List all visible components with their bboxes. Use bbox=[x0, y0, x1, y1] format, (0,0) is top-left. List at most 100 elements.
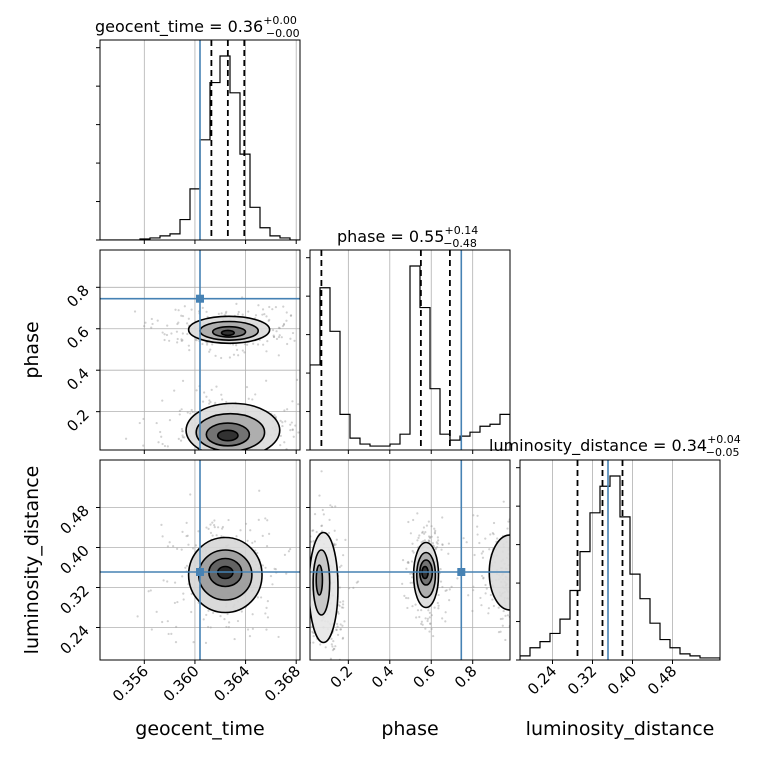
sample-dot bbox=[427, 520, 430, 523]
sample-dot bbox=[266, 519, 269, 522]
sample-dot bbox=[279, 443, 282, 447]
sample-dot bbox=[190, 592, 193, 596]
sample-dot bbox=[243, 351, 246, 354]
sample-dot bbox=[347, 587, 351, 590]
sample-dot bbox=[313, 442, 315, 444]
panel-border bbox=[309, 459, 511, 661]
sample-dot bbox=[215, 385, 218, 388]
sample-dot bbox=[174, 641, 178, 644]
sample-dot bbox=[506, 527, 509, 530]
sample-dot bbox=[213, 526, 216, 529]
sample-dot bbox=[258, 468, 260, 470]
sample-dot bbox=[530, 570, 532, 572]
sample-dot bbox=[208, 399, 211, 402]
sample-dot bbox=[412, 551, 415, 554]
sample-dot bbox=[421, 623, 424, 626]
sample-dot bbox=[437, 607, 440, 610]
sample-dot bbox=[291, 428, 294, 432]
sample-dot bbox=[516, 584, 518, 586]
sample-dot bbox=[293, 339, 296, 342]
sample-dot bbox=[181, 379, 185, 382]
xlabel-luminosity-distance: luminosity_distance bbox=[526, 718, 715, 740]
sample-dot bbox=[268, 305, 271, 309]
sample-dot bbox=[186, 411, 189, 414]
sample-dot bbox=[332, 542, 336, 545]
sample-dot bbox=[313, 513, 317, 516]
sample-dot bbox=[261, 564, 264, 567]
sample-dot bbox=[315, 530, 318, 534]
sample-dot bbox=[529, 538, 531, 540]
sample-dot bbox=[232, 353, 236, 356]
sample-dot bbox=[187, 543, 190, 546]
sample-dot bbox=[215, 472, 217, 474]
sample-dot bbox=[521, 540, 523, 542]
sample-dot bbox=[411, 576, 414, 579]
sample-dot bbox=[225, 625, 228, 629]
scatter-panel-luminosity_distance_vs_geocent_time: 0.356 0.360 0.364 0.368 0.24 0.32 0.40 0.48 bbox=[56, 459, 304, 705]
sample-dot bbox=[406, 606, 409, 610]
sample-dot bbox=[176, 322, 179, 326]
sample-dot bbox=[488, 548, 491, 551]
sample-dot bbox=[342, 554, 345, 557]
sample-dot bbox=[547, 547, 549, 549]
sample-dot bbox=[272, 335, 276, 339]
sample-dot bbox=[526, 638, 528, 640]
sample-dot bbox=[320, 524, 323, 528]
sample-dot bbox=[217, 312, 220, 315]
sample-dot bbox=[223, 618, 226, 621]
sample-dot bbox=[549, 593, 551, 595]
sample-dot bbox=[187, 317, 190, 320]
sample-dot bbox=[239, 529, 242, 532]
sample-dot bbox=[191, 410, 194, 414]
sample-dot bbox=[161, 620, 164, 624]
x-tick-label: 0.32 bbox=[564, 662, 600, 698]
sample-dot bbox=[520, 527, 522, 529]
sample-dot bbox=[168, 418, 172, 422]
sample-dot bbox=[251, 541, 254, 544]
sample-dot bbox=[531, 557, 533, 559]
sample-dot bbox=[497, 606, 500, 609]
sample-dot bbox=[521, 540, 523, 542]
sample-dot bbox=[528, 557, 530, 559]
sample-dot bbox=[231, 455, 233, 457]
sample-dot bbox=[342, 600, 345, 603]
sample-dot bbox=[237, 310, 240, 314]
sample-dot bbox=[285, 311, 288, 314]
sample-dot bbox=[212, 611, 215, 615]
x-tick-label: 0.8 bbox=[451, 662, 481, 692]
sample-dot bbox=[422, 526, 426, 529]
sample-dot bbox=[258, 489, 261, 492]
sample-dot bbox=[165, 333, 169, 337]
sample-dot bbox=[310, 540, 313, 543]
hist-step-luminosity_distance bbox=[520, 475, 720, 660]
sample-dot bbox=[188, 451, 190, 453]
sample-dot bbox=[277, 635, 280, 639]
sample-dot bbox=[180, 548, 183, 551]
sample-dot bbox=[287, 597, 289, 599]
sample-dot bbox=[180, 339, 183, 343]
sample-dot bbox=[507, 520, 510, 523]
sample-dot bbox=[450, 585, 453, 588]
sample-dot bbox=[336, 633, 340, 637]
sample-dot bbox=[465, 541, 468, 544]
sample-dot bbox=[266, 600, 269, 603]
sample-dot bbox=[534, 631, 536, 633]
sample-dot bbox=[424, 627, 427, 630]
sample-dot bbox=[338, 566, 341, 569]
sample-dot bbox=[501, 624, 504, 627]
y-tick-label: 0.4 bbox=[63, 364, 93, 394]
sample-dot bbox=[307, 525, 309, 527]
sample-dot bbox=[277, 354, 280, 357]
sample-dot bbox=[180, 314, 183, 317]
panel-border bbox=[99, 39, 301, 241]
sample-dot bbox=[235, 344, 238, 347]
sample-dot bbox=[537, 546, 539, 548]
sample-dot bbox=[254, 314, 258, 317]
sample-dot bbox=[181, 430, 184, 433]
sample-dot bbox=[160, 435, 163, 438]
sample-dot bbox=[489, 533, 492, 536]
sample-dot bbox=[266, 616, 270, 619]
sample-dot bbox=[401, 582, 404, 585]
sample-dot bbox=[533, 599, 535, 601]
sample-dot bbox=[480, 552, 483, 555]
